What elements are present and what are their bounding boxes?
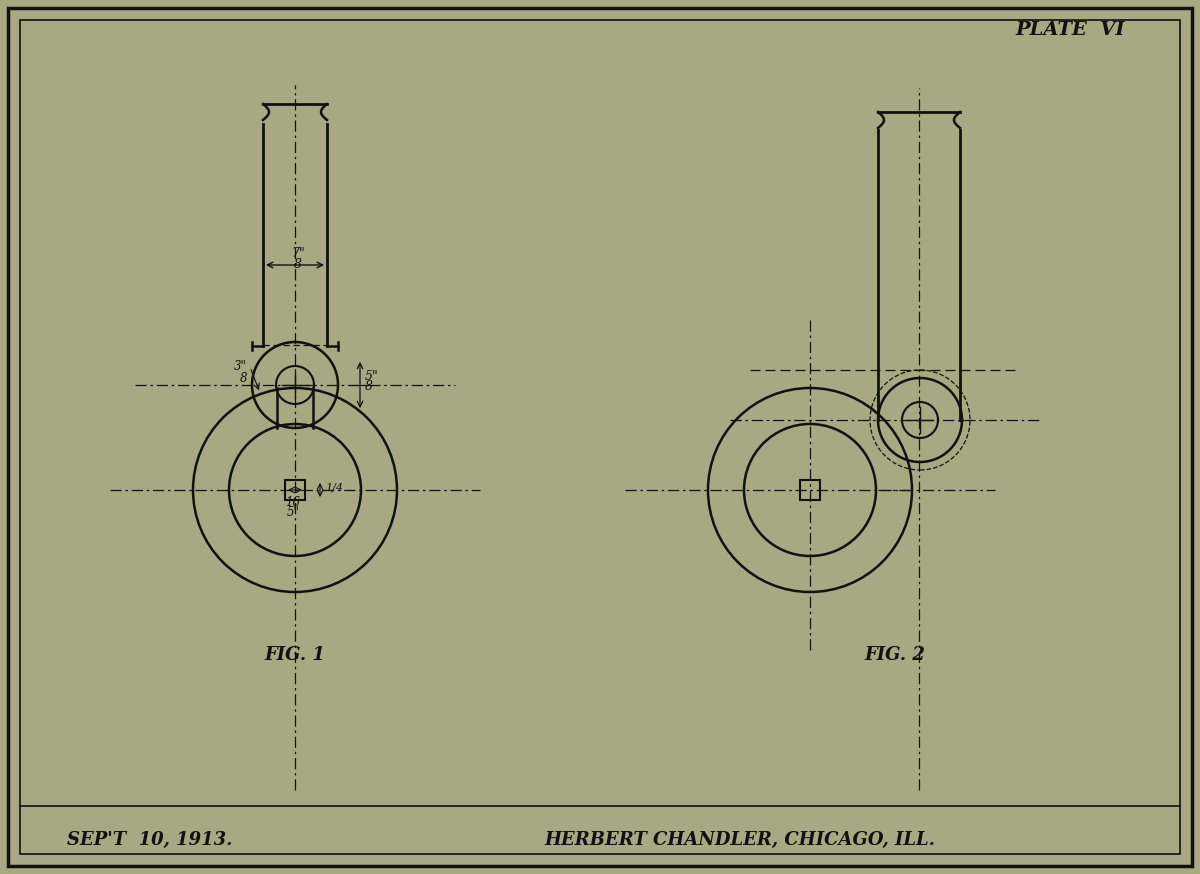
Bar (800, 480, 820, 500)
Text: 16: 16 (286, 496, 300, 509)
Text: 5": 5" (287, 506, 300, 519)
Text: 5": 5" (365, 370, 379, 383)
Text: 8: 8 (294, 258, 302, 271)
Text: 7": 7" (292, 247, 305, 260)
Text: 1/4: 1/4 (325, 482, 343, 492)
Text: SEP'T  10, 1913.: SEP'T 10, 1913. (67, 831, 233, 849)
Bar (286, 480, 305, 500)
Text: 8: 8 (240, 372, 247, 385)
Text: PLATE  VI: PLATE VI (1015, 21, 1124, 39)
Text: FIG. 2: FIG. 2 (864, 646, 925, 664)
Text: 3": 3" (234, 360, 247, 373)
Text: 8: 8 (365, 380, 373, 393)
Text: HERBERT CHANDLER, CHICAGO, ILL.: HERBERT CHANDLER, CHICAGO, ILL. (545, 831, 936, 849)
Text: FIG. 1: FIG. 1 (264, 646, 325, 664)
